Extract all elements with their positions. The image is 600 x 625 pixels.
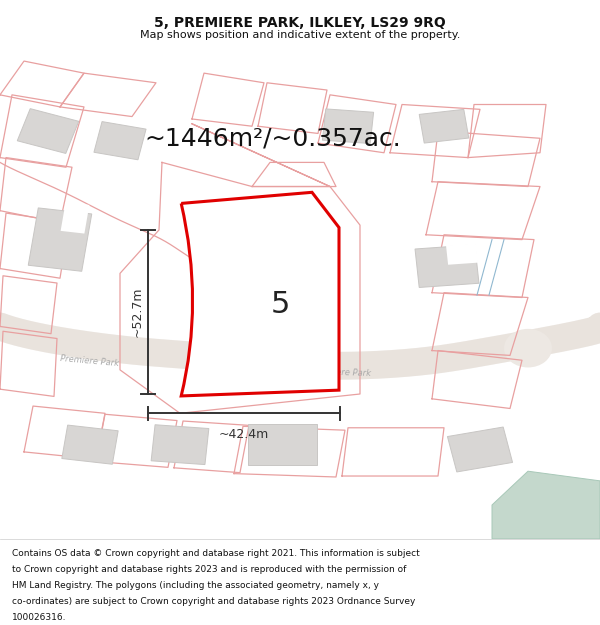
Polygon shape: [28, 208, 92, 271]
Text: ~1446m²/~0.357ac.: ~1446m²/~0.357ac.: [144, 126, 401, 150]
Text: 5: 5: [271, 290, 290, 319]
Polygon shape: [322, 109, 374, 144]
Text: 100026316.: 100026316.: [12, 613, 67, 622]
Polygon shape: [62, 425, 118, 464]
Polygon shape: [446, 243, 478, 265]
PathPatch shape: [181, 192, 339, 396]
Text: Map shows position and indicative extent of the property.: Map shows position and indicative extent…: [140, 31, 460, 41]
Polygon shape: [215, 278, 308, 321]
Polygon shape: [94, 122, 146, 160]
Circle shape: [504, 329, 552, 367]
Text: HM Land Registry. The polygons (including the associated geometry, namely x, y: HM Land Registry. The polygons (includin…: [12, 581, 379, 590]
Polygon shape: [248, 424, 317, 465]
Text: Contains OS data © Crown copyright and database right 2021. This information is : Contains OS data © Crown copyright and d…: [12, 549, 420, 558]
Polygon shape: [419, 109, 469, 143]
Text: to Crown copyright and database rights 2023 and is reproduced with the permissio: to Crown copyright and database rights 2…: [12, 565, 406, 574]
Polygon shape: [448, 427, 512, 472]
Text: Premiere Park: Premiere Park: [60, 354, 119, 368]
Text: ~42.4m: ~42.4m: [219, 428, 269, 441]
Text: ~52.7m: ~52.7m: [131, 287, 144, 338]
Polygon shape: [415, 245, 479, 288]
Polygon shape: [17, 109, 79, 153]
Text: Premiere Park: Premiere Park: [312, 367, 371, 378]
Text: 5, PREMIERE PARK, ILKLEY, LS29 9RQ: 5, PREMIERE PARK, ILKLEY, LS29 9RQ: [154, 16, 446, 30]
Polygon shape: [151, 425, 209, 464]
Text: co-ordinates) are subject to Crown copyright and database rights 2023 Ordnance S: co-ordinates) are subject to Crown copyr…: [12, 597, 415, 606]
Polygon shape: [492, 471, 600, 539]
Polygon shape: [61, 202, 89, 234]
